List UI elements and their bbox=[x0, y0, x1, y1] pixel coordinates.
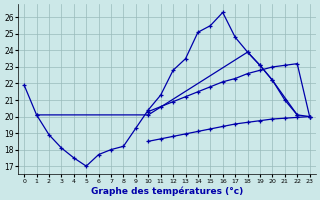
X-axis label: Graphe des températures (°c): Graphe des températures (°c) bbox=[91, 186, 243, 196]
